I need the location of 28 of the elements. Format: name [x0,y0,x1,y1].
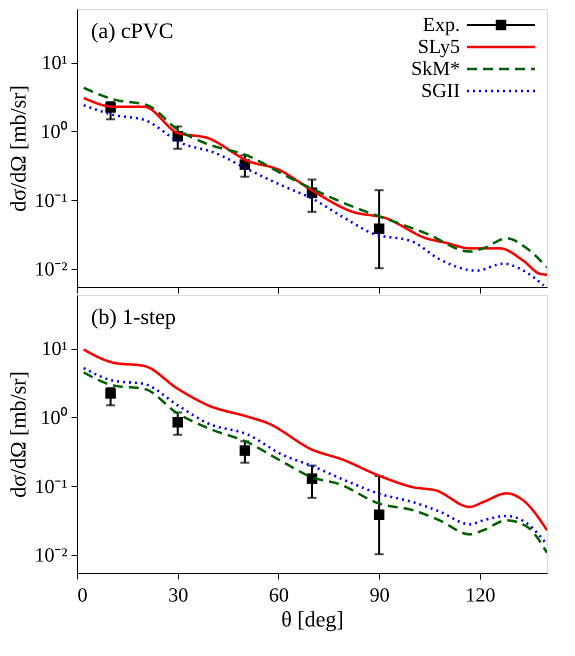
point [374,223,384,234]
point [374,509,384,520]
x-tick-label: 120 [465,584,496,606]
x-tick-label: 0 [78,584,88,606]
x-tick-label: 30 [168,584,188,606]
y-tick-label: 10¹ [42,338,68,360]
chart-title: (a) cPVC [91,18,174,43]
y-tick-label: 10⁻¹ [34,190,68,212]
y-tick-label: 10¹ [42,52,68,74]
legend-label: SGII [421,80,460,102]
point [172,417,183,428]
y-tick-label: 10⁰ [40,406,68,429]
y-tick-label: 10⁰ [40,120,68,143]
x-tick-label: 60 [268,584,289,606]
line-series [82,348,547,532]
point [240,445,250,456]
y-tick-label: 10⁻² [34,258,68,281]
x-tick-label: 90 [370,584,390,606]
point [105,388,116,399]
chart-title: (b) 1-step [91,304,176,329]
y-axis-title: dσ/dΩ [mb/sr] [6,371,31,498]
legend-label: SkM* [411,58,460,80]
legend-label: SLy5 [418,36,460,58]
y-tick-label: 10⁻¹ [34,476,68,498]
legend-label: Exp. [422,14,460,36]
y-tick-label: 10⁻² [34,544,68,567]
y-axis-title: dσ/dΩ [mb/sr] [6,85,31,212]
x-axis-title: θ [deg] [281,606,344,632]
